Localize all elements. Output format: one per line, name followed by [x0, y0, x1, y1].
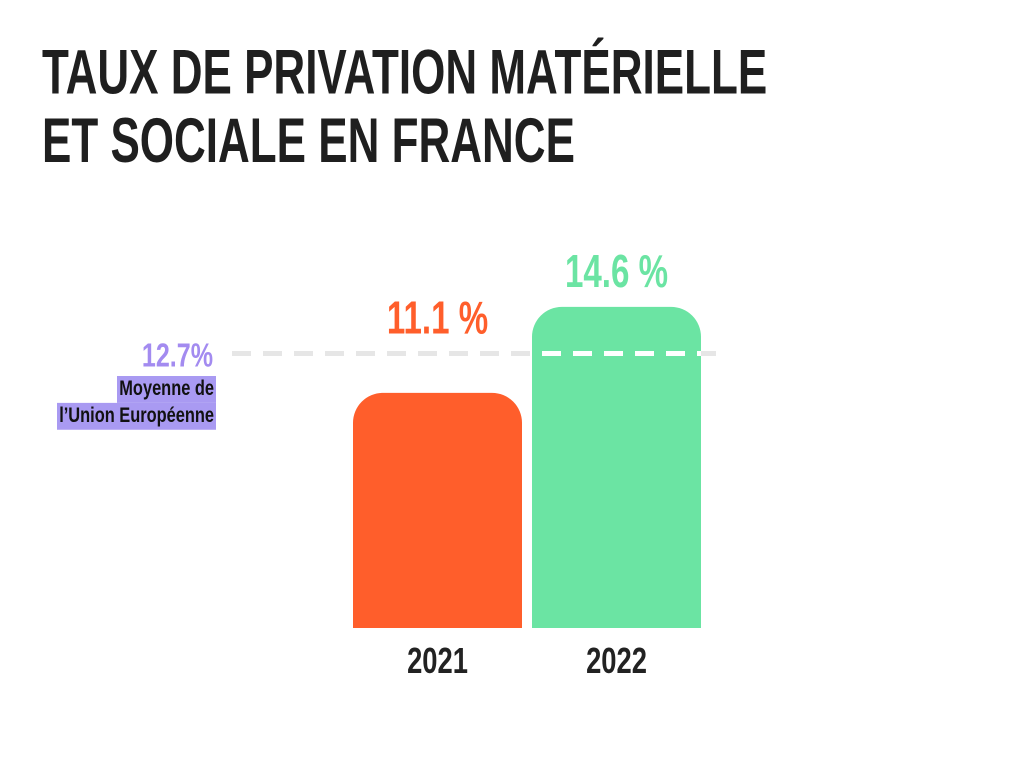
bars	[353, 306, 701, 628]
reference-annotation-line-1: Moyenne de	[117, 376, 216, 403]
value-label-2021: 11.1 %	[387, 293, 488, 343]
chart-labels: 11.1 % 2021 14.6 % 2022 12.7%	[142, 247, 668, 681]
value-label-2022: 14.6 %	[565, 247, 668, 297]
reference-annotation-line-2: l’Union Européenne	[57, 402, 216, 430]
bar-2022	[532, 306, 701, 628]
chart-title: TAUX DE PRIVATION MATÉRIELLE ET SOCIALE …	[42, 37, 768, 176]
reference-value-label: 12.7%	[142, 337, 213, 374]
bar-2021	[353, 392, 522, 628]
x-tick-label-2021: 2021	[407, 640, 468, 681]
reference-line-annotation: Moyenne de l’Union Européenne	[57, 376, 216, 430]
x-tick-label-2022: 2022	[586, 640, 647, 681]
